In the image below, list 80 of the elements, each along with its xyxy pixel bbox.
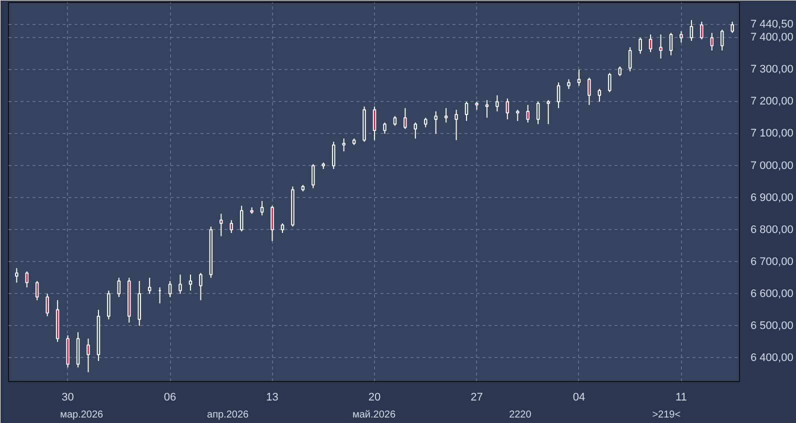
y-tick-label: 7 100,00	[750, 128, 794, 140]
candlestick	[188, 274, 192, 292]
candlestick	[148, 277, 152, 294]
x-tick-label: 13	[266, 392, 278, 404]
candlestick	[690, 20, 694, 42]
candlestick	[638, 37, 642, 54]
candlestick	[659, 34, 662, 60]
candlestick	[680, 30, 683, 44]
candlestick	[199, 272, 202, 301]
x-tick-label: 27	[470, 392, 483, 404]
candlestick	[628, 46, 632, 72]
candlestick	[424, 117, 428, 128]
candlestick	[598, 88, 602, 102]
candlestick	[536, 101, 540, 125]
candlestick	[107, 290, 110, 320]
candlestick	[230, 220, 234, 234]
y-tick-label: 7 300,00	[750, 64, 794, 76]
candlestick	[496, 94, 499, 112]
x-tick-label: 11	[676, 392, 687, 404]
candlestick	[700, 21, 704, 40]
candlestick	[312, 164, 315, 189]
candlestick	[567, 78, 570, 90]
x-tick-label: 20	[368, 392, 381, 404]
y-tick-label: 7 200,00	[750, 96, 794, 108]
candlestick	[730, 21, 734, 34]
candlestick	[506, 98, 510, 120]
candlestick	[618, 66, 622, 77]
text: май.2026	[352, 410, 396, 420]
y-tick-label: 6 900,00	[750, 192, 794, 204]
candlestick	[280, 222, 284, 234]
text: мар.2026	[60, 410, 104, 420]
candlestick	[342, 138, 346, 152]
candlestick	[117, 277, 121, 298]
y-tick-label: 6 800,00	[750, 224, 794, 236]
candlestick	[485, 100, 489, 118]
candlestick	[25, 270, 29, 288]
y-tick-label: 6 500,00	[750, 320, 794, 332]
candlestick	[332, 141, 336, 170]
y-tick-label: 7 400,00	[750, 32, 794, 44]
candlestick	[404, 108, 407, 130]
candlestick	[526, 104, 530, 124]
y-tick-label: 7 440,50	[750, 18, 794, 31]
x-tick-label: 06	[164, 392, 176, 404]
candlestick	[15, 268, 18, 284]
candlestick	[240, 205, 244, 232]
candlestick	[393, 116, 397, 126]
candlestick	[46, 293, 49, 317]
candlestick	[588, 77, 591, 106]
candlestick	[36, 280, 39, 301]
y-tick-label: 6 700,00	[750, 256, 794, 268]
candlestick	[444, 108, 448, 124]
candlestick	[454, 109, 458, 141]
candlestick	[86, 338, 90, 373]
candlestick	[414, 122, 418, 140]
candlestick	[220, 213, 223, 237]
candlestick	[260, 200, 264, 216]
y-tick-label: 6 600,00	[750, 288, 794, 300]
candlestick	[608, 72, 612, 93]
text: апр.2026	[207, 410, 250, 420]
y-tick-label: 7 000,00	[750, 160, 794, 172]
candlestick	[178, 274, 182, 294]
candlestick	[577, 69, 581, 86]
text: 2220	[509, 410, 532, 420]
candlestick	[372, 106, 376, 141]
text: >219<	[652, 410, 681, 420]
candlestick	[556, 82, 560, 109]
candlestick	[168, 280, 172, 298]
x-tick-label: 04	[572, 392, 586, 404]
x-tick-label: 30	[62, 392, 74, 404]
candlestick	[270, 205, 274, 242]
candlestick	[648, 34, 652, 53]
candlestick	[464, 101, 468, 122]
candlestick	[710, 32, 714, 52]
candlestick	[669, 32, 673, 56]
y-tick-label: 6 400,00	[750, 352, 794, 364]
candlestick	[720, 29, 724, 52]
candlestick	[546, 100, 550, 125]
candlestick	[516, 109, 520, 122]
candlestick	[434, 110, 438, 134]
candlestick	[383, 122, 386, 134]
